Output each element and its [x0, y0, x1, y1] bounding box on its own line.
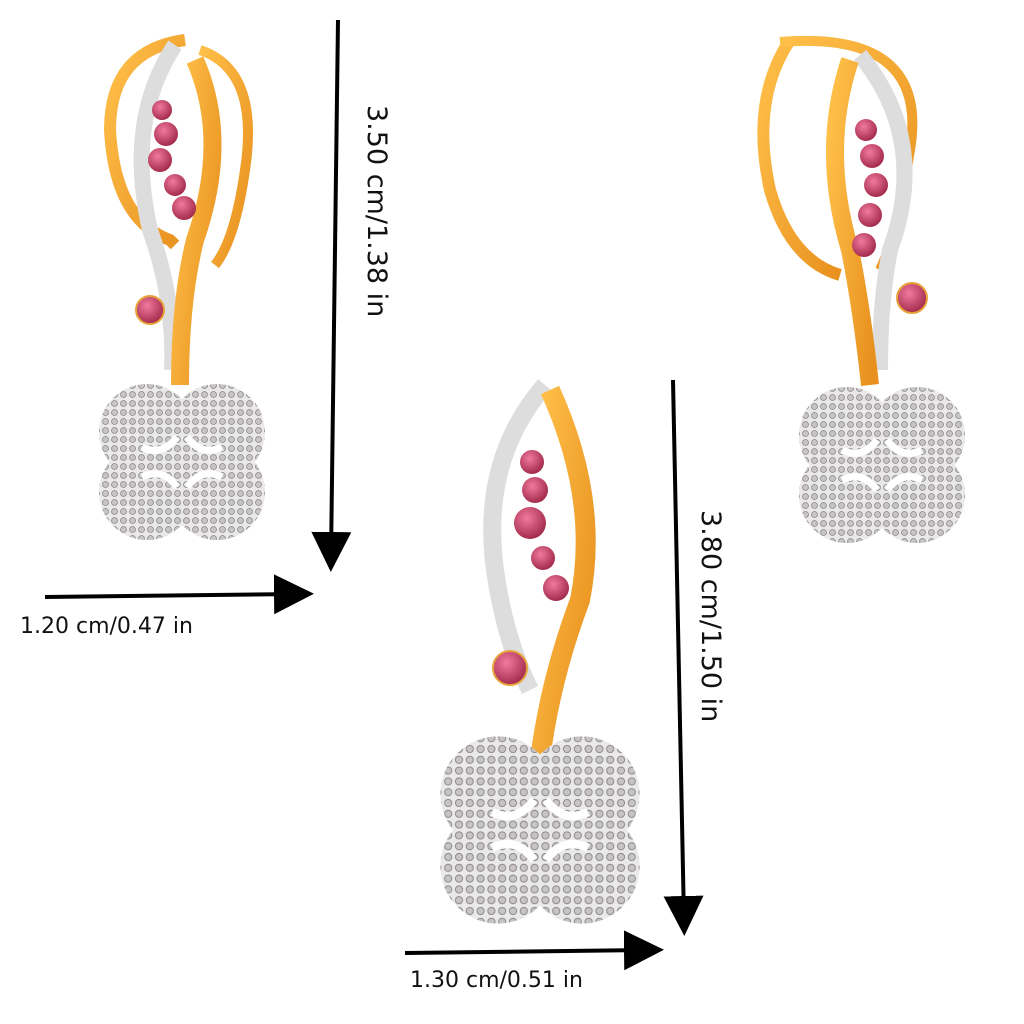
- earring-width-label: 1.20 cm/0.47 in: [20, 614, 193, 639]
- pendant-height-arrow: [663, 379, 704, 936]
- pendant-width-arrow: [404, 930, 664, 971]
- pendant-width-label: 1.30 cm/0.51 in: [410, 968, 583, 993]
- earring-height-label: 3.50 cm/1.38 in: [361, 105, 392, 318]
- pendant: [440, 379, 639, 924]
- pendant-height-label: 3.80 cm/1.50 in: [695, 510, 726, 723]
- right-earring: [757, 36, 965, 543]
- earring-width-arrow: [44, 574, 314, 615]
- earring-height-arrow: [311, 19, 352, 572]
- left-earring: [99, 34, 265, 540]
